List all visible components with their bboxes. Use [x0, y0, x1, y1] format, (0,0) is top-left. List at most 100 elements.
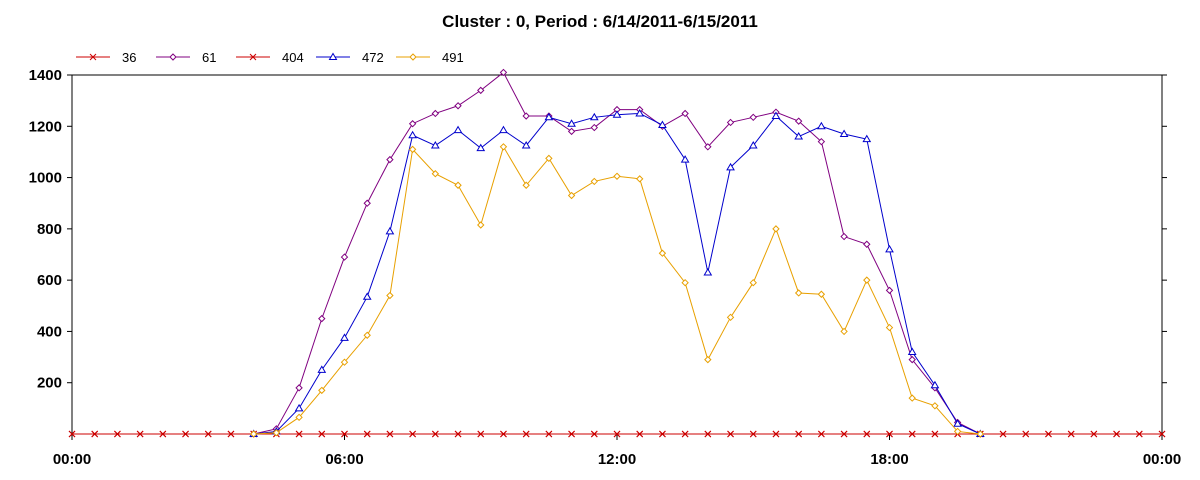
x-tick-label: 12:00 [598, 451, 636, 468]
data-point-491 [567, 191, 576, 200]
data-point-491 [863, 276, 871, 284]
data-point-61 [295, 384, 303, 392]
data-point-491 [613, 172, 621, 180]
legend-item-36: 36 [76, 50, 136, 65]
x-tick-label: 18:00 [870, 451, 908, 468]
data-point-472 [612, 110, 622, 118]
legend-item-491: 491 [396, 50, 464, 65]
data-point-491 [499, 143, 508, 151]
data-point-472 [930, 380, 940, 389]
data-point-404 [522, 430, 530, 438]
data-point-404 [613, 430, 621, 438]
data-point-404 [772, 430, 780, 438]
data-point-472 [476, 143, 486, 152]
data-point-491 [363, 331, 371, 339]
data-point-472 [817, 121, 826, 130]
data-point-472 [862, 134, 872, 143]
legend-marker [249, 53, 257, 61]
data-point-61 [681, 109, 689, 118]
data-point-491 [431, 170, 440, 178]
legend-label: 472 [362, 50, 384, 65]
data-point-491 [477, 221, 485, 229]
data-point-61 [885, 286, 894, 295]
data-point-472 [589, 112, 599, 121]
data-point-491 [318, 386, 326, 395]
data-point-404 [886, 430, 893, 438]
legend-marker [89, 53, 97, 61]
data-point-491 [658, 249, 667, 257]
data-point-472 [885, 244, 894, 253]
data-point-472 [658, 120, 667, 129]
legend-item-61: 61 [156, 50, 216, 65]
data-point-472 [340, 333, 349, 341]
data-point-61 [431, 109, 440, 118]
data-point-404 [590, 430, 598, 438]
data-point-491 [340, 358, 349, 366]
legend-label: 61 [202, 50, 216, 65]
data-point-404 [727, 430, 734, 438]
data-point-404 [908, 430, 916, 438]
y-tick-label: 1200 [29, 118, 62, 135]
data-point-472 [907, 347, 917, 355]
data-point-491 [249, 430, 258, 438]
legend-marker [328, 52, 338, 60]
data-point-61 [499, 68, 508, 77]
data-point-61 [726, 118, 735, 127]
data-point-61 [749, 113, 757, 122]
legend-label: 404 [282, 50, 304, 65]
data-point-404 [1090, 430, 1098, 438]
plot-frame [71, 74, 1163, 435]
data-point-491 [704, 355, 712, 364]
legend-marker [409, 53, 417, 61]
data-point-472 [453, 125, 463, 134]
data-point-491 [386, 291, 394, 300]
data-point-404 [1045, 430, 1052, 438]
data-point-404 [204, 430, 212, 438]
data-point-61 [340, 253, 349, 261]
data-point-404 [999, 430, 1007, 438]
data-point-61 [704, 143, 712, 151]
data-point-472 [408, 130, 417, 139]
axes: 200 400 600 800 1000 1200 1400 00:00 06:00 12:00 1… [29, 67, 1182, 468]
data-point-61 [408, 120, 417, 128]
data-point-404 [818, 430, 825, 438]
data-point-472 [680, 155, 690, 163]
data-point-491 [772, 225, 780, 233]
legend-marker [169, 53, 177, 61]
data-point-491 [454, 181, 462, 189]
data-point-61 [318, 314, 326, 323]
data-point-491 [885, 323, 894, 332]
data-point-491 [794, 289, 803, 297]
x-tick-label: 00:00 [53, 451, 91, 468]
data-point-491 [817, 290, 826, 298]
series-lines [68, 68, 1166, 438]
data-point-404 [136, 430, 144, 438]
data-point-472 [771, 111, 781, 120]
data-point-404 [114, 430, 121, 438]
data-point-61 [863, 240, 871, 248]
data-point-472 [385, 226, 395, 235]
legend-label: 491 [442, 50, 464, 65]
y-tick-label: 800 [37, 221, 62, 238]
data-point-404 [863, 430, 871, 438]
data-point-472 [362, 292, 372, 300]
data-point-404 [91, 430, 99, 438]
data-point-491 [272, 429, 281, 437]
chart-title: Cluster : 0, Period : 6/14/2011-6/15/201… [442, 12, 758, 31]
data-point-61 [840, 232, 848, 241]
legend-item-472: 472 [316, 50, 384, 65]
data-point-404 [431, 430, 439, 438]
y-tick-label: 1000 [29, 170, 62, 187]
data-point-61 [363, 199, 371, 207]
data-point-404 [386, 430, 394, 438]
data-point-404 [182, 430, 189, 438]
legend: 36 61 404 472 491 [76, 50, 464, 65]
data-point-472 [703, 267, 713, 276]
data-point-491 [908, 394, 916, 402]
data-point-472 [499, 125, 508, 134]
data-point-491 [953, 427, 962, 436]
data-point-472 [748, 141, 758, 149]
data-point-491 [840, 327, 848, 336]
series-491 [249, 143, 985, 438]
